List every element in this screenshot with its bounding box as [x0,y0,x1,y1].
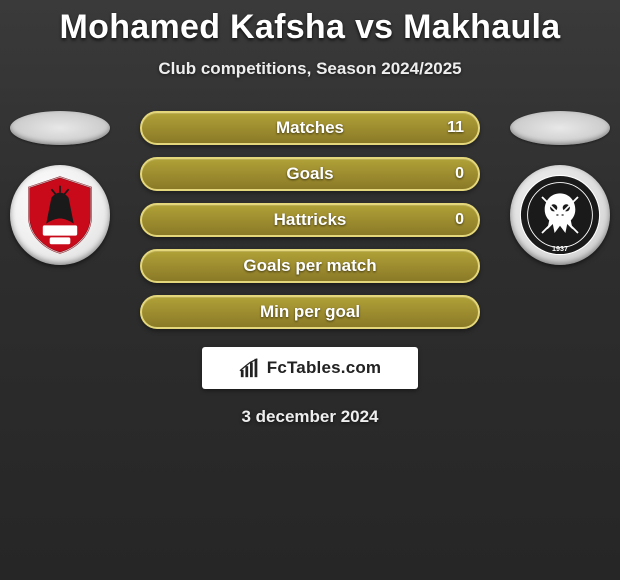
fctables-logo-box: FcTables.com [202,347,418,389]
stat-label: Goals per match [243,256,376,276]
right-player-placeholder [510,111,610,145]
subtitle: Club competitions, Season 2024/2025 [0,59,620,79]
left-player-column [10,111,110,265]
stats-pill-list: Matches 11 Goals 0 Hattricks 0 Goals per… [140,111,480,329]
comparison-card: Mohamed Kafsha vs Makhaula Club competit… [0,0,620,580]
comparison-date: 3 december 2024 [0,407,620,427]
left-player-placeholder [10,111,110,145]
stat-label: Hattricks [274,210,347,230]
stat-label: Goals [286,164,333,184]
stat-row-matches: Matches 11 [140,111,480,145]
orlando-pirates-crest-icon: 1937 [515,170,605,260]
svg-text:1937: 1937 [552,244,568,253]
stat-row-min-per-goal: Min per goal [140,295,480,329]
al-ahly-crest-icon [17,172,103,258]
fctables-logo-text: FcTables.com [267,358,382,378]
stat-label: Matches [276,118,344,138]
right-player-column: 1937 [510,111,610,265]
left-club-badge [10,165,110,265]
stat-row-goals: Goals 0 [140,157,480,191]
stat-label: Min per goal [260,302,360,322]
right-club-badge: 1937 [510,165,610,265]
stat-right-value: 0 [455,165,464,183]
stat-right-value: 0 [455,211,464,229]
bar-chart-icon [239,357,261,379]
stat-right-value: 11 [447,119,464,137]
content-area: 1937 Matches 11 Goals 0 Hattricks 0 [0,111,620,427]
stat-row-hattricks: Hattricks 0 [140,203,480,237]
page-title: Mohamed Kafsha vs Makhaula [0,0,620,47]
stat-row-goals-per-match: Goals per match [140,249,480,283]
